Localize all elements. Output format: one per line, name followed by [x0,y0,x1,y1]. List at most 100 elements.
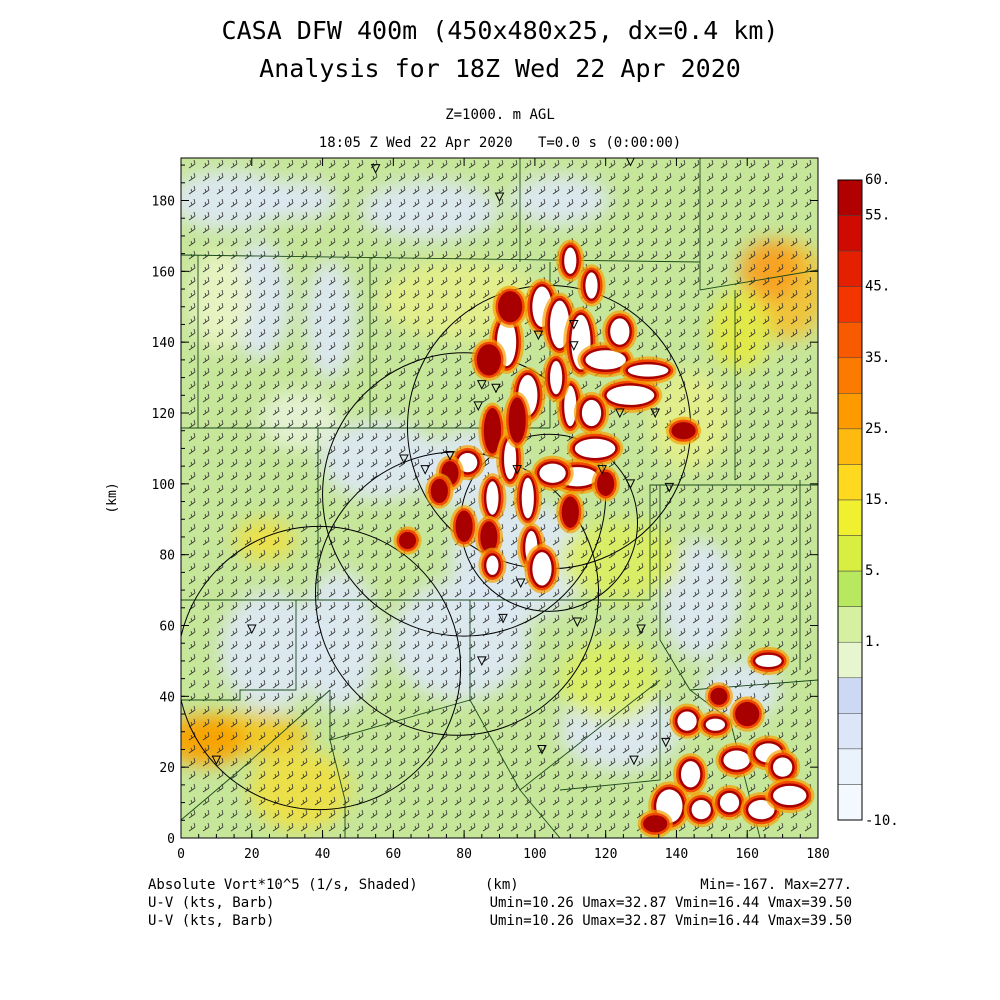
vorticity-max [478,547,507,583]
vorticity-max [669,703,705,739]
station-marker [569,319,579,330]
y-tick-label: 40 [159,690,175,705]
x-axis-unit: (km) [485,877,519,893]
field-patch [305,260,355,380]
vort-core [539,463,566,483]
vort-core [532,552,552,586]
vorticity-max [715,742,758,778]
colorbar-swatch [837,499,863,536]
colorbar-label: 5. [865,563,882,579]
vorticity-max [577,264,606,307]
y-tick-label: 0 [167,832,175,847]
vorticity-max [503,391,532,449]
station-marker [420,465,430,475]
station-marker [533,330,544,341]
colorbar-swatch [837,357,863,394]
vort-core-edge [498,291,523,323]
station-marker [370,164,381,174]
x-tick-label: 100 [523,847,546,862]
vorticity-max [513,469,542,527]
x-tick-label: 0 [177,847,185,862]
colorbar-label: 45. [865,279,890,295]
station-marker [473,401,484,412]
station-marker [512,465,523,475]
vort-core [606,385,655,405]
vorticity-max [591,466,620,502]
vorticity-max [556,239,585,282]
vort-core [610,318,630,345]
vorticity-max [764,777,815,814]
county-line [181,600,297,701]
time-label: 18:05 Z Wed 22 Apr 2020 T=0.0 s (0:00:00… [0,135,1000,151]
x-tick-label: 120 [594,847,617,862]
colorbar-swatch [837,748,863,785]
vort-core [748,800,775,820]
y-tick-label: 100 [152,478,175,493]
colorbar-label: 15. [865,492,890,508]
field-patch [230,240,290,360]
vort-core [627,364,669,377]
vorticity-max [556,491,585,534]
vort-core-edge [430,478,448,504]
vort-core [772,785,807,806]
field-patch [181,170,290,230]
min-max-label: Min=-167. Max=277. [700,877,852,893]
colorbar-label: 1. [865,634,882,650]
vorticity-max [478,402,507,459]
field-patches [181,170,818,830]
colorbar-swatch [837,535,863,572]
field-patch [510,175,610,225]
vorticity-max [566,430,624,467]
level-label: Z=1000. m AGL [445,107,555,123]
vorticity-max [697,710,733,739]
field-patch [560,520,680,600]
forecast-time: T=0.0 s (0:00:00) [537,135,682,151]
colorbar-swatch [837,784,863,821]
x-tick-label: 60 [386,847,402,862]
vort-core-edge [597,471,615,496]
station-marker [597,465,607,475]
vorticity-max [704,682,733,711]
station-marker [246,624,257,635]
vorticity-max [683,792,719,828]
colorbar-swatch [837,677,863,714]
colorbar-swatch [837,641,863,679]
vort-core [723,750,750,770]
valid-time: 18:05 Z Wed 22 Apr 2020 [318,135,513,151]
station-marker [615,408,625,419]
vort-core [755,654,782,668]
vorticity-max [665,416,702,445]
station-marker [498,613,508,624]
station-marker [629,755,639,766]
vorticity-max [471,338,507,382]
field-patch [390,580,530,700]
vort-core-edge [735,701,760,727]
colorbar: 60. 55. 45. 35. 25. 15. 5. 1. -10. [837,172,899,829]
vorticity-max [531,455,574,491]
vorticity-max [747,646,790,676]
station-marker [491,383,501,394]
axes: 0 20 40 60 80 100 120 140 160 180 0 20 40 60 80 100 120 1… [152,158,830,862]
station-marker [626,158,635,167]
vort-core-edge [508,397,526,443]
y-tick-label: 60 [159,620,175,635]
vorticity-max [492,285,528,328]
radar-ring [181,525,462,811]
y-axis-label: (km) [105,482,120,513]
field-patch [181,715,245,765]
field-patch [260,180,340,220]
x-tick-label: 140 [665,847,688,862]
county-line [659,485,818,691]
barb-stats-1: Umin=10.26 Umax=32.87 Vmin=16.44 Vmax=39… [489,895,852,911]
colorbar-swatch [837,570,863,607]
station-marker [572,617,583,628]
colorbar-swatch [837,286,863,323]
vorticity-max [542,352,571,403]
y-tick-label: 20 [159,761,175,776]
county-line [329,739,346,838]
vort-core [772,757,793,777]
colorbar-swatch [837,250,863,287]
y-tick-label: 140 [152,336,175,351]
station-marker [476,656,487,667]
chart-title: CASA DFW 400m (450x480x25, dx=0.4 km) [221,16,779,45]
